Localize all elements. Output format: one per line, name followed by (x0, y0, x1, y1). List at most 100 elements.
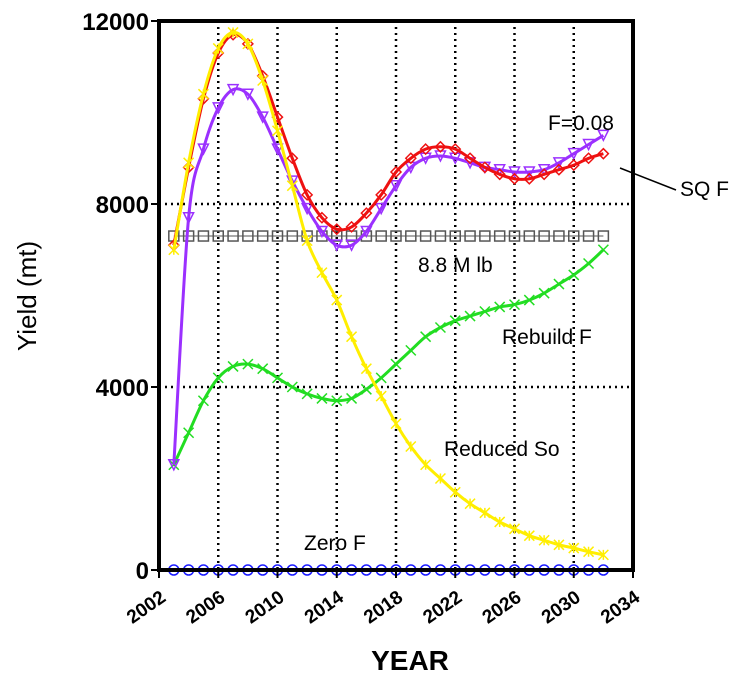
annotation-layer: F=0.08 SQ F 8.8 M lb Rebuild F Reduced So Zer… (304, 112, 729, 555)
data-point-rebuild-f (375, 372, 387, 384)
series-reduced-so (168, 26, 609, 561)
data-point-rebuild-f (212, 372, 224, 384)
data-point-rebuild-f (420, 331, 432, 343)
annotation-sqf: SQ F (680, 178, 729, 201)
data-point-8-8-m-lb (493, 230, 506, 242)
data-point-sq-f (301, 188, 314, 201)
y-tick-label: 4000 (96, 375, 149, 402)
x-tick-label: 2002 (123, 587, 170, 628)
annotation-f008: F=0.08 (548, 112, 614, 135)
series-line-f-0-08 (172, 87, 605, 465)
data-point-reduced-so (434, 472, 446, 485)
data-point-8-8-m-lb (449, 230, 461, 242)
x-tick-label: 2018 (360, 587, 407, 628)
y-axis-title: Yield (mt) (12, 241, 42, 351)
data-point-sq-f (404, 152, 417, 165)
data-point-reduced-so (375, 390, 387, 402)
data-point-sq-f (567, 159, 580, 172)
data-point-rebuild-f (271, 372, 284, 384)
data-point-reduced-so (479, 507, 491, 519)
data-point-sq-f (286, 152, 299, 165)
data-point-reduced-so (568, 542, 580, 554)
data-point-8-8-m-lb (227, 230, 239, 242)
series-sq-f (167, 28, 610, 252)
y-tick-label: 8000 (96, 192, 149, 219)
data-point-f-0-08 (226, 83, 240, 97)
data-point-rebuild-f (360, 383, 372, 395)
data-point-rebuild-f (257, 363, 269, 375)
data-point-reduced-so (508, 523, 521, 535)
y-tick-label: 12000 (82, 9, 149, 36)
data-point-reduced-so (286, 180, 298, 192)
data-point-8-8-m-lb (553, 230, 565, 242)
data-point-rebuild-f (405, 344, 417, 356)
data-point-f-0-08 (582, 138, 595, 152)
data-point-reduced-so (257, 74, 269, 87)
series-rebuild-f (168, 244, 609, 471)
data-point-8-8-m-lb (375, 230, 387, 242)
data-point-8-8-m-lb (256, 230, 269, 242)
data-point-f-0-08 (197, 143, 210, 156)
data-point-reduced-so (360, 363, 372, 375)
x-tick-label: 2010 (242, 587, 289, 628)
data-point-sq-f (389, 165, 403, 179)
data-point-rebuild-f (183, 427, 195, 439)
data-point-f-0-08 (493, 163, 506, 177)
data-point-f-0-08 (345, 239, 358, 252)
data-point-sq-f (597, 147, 610, 160)
data-point-reduced-so (197, 88, 209, 100)
data-point-reduced-so (316, 267, 328, 279)
series-line-sq-f (172, 32, 604, 246)
y-tick-label: 0 (136, 558, 149, 585)
data-point-reduced-so (183, 157, 195, 169)
data-point-rebuild-f (197, 395, 209, 407)
annotation-reduced: Reduced So (444, 438, 560, 461)
data-point-8-8-m-lb (271, 230, 284, 242)
data-point-sq-f (375, 188, 388, 201)
x-tick-label: 2014 (301, 587, 348, 629)
data-point-f-0-08 (315, 225, 329, 239)
data-point-8-8-m-lb (434, 230, 447, 242)
data-point-reduced-so (464, 498, 476, 510)
data-point-rebuild-f (553, 278, 565, 290)
data-point-f-0-08 (537, 163, 551, 177)
annotation-rebuild: Rebuild F (502, 326, 592, 349)
data-point-f-0-08 (300, 202, 314, 216)
annotation-mlb: 8.8 M lb (418, 254, 493, 277)
data-point-sq-f (330, 223, 343, 236)
data-point-reduced-so (390, 418, 402, 430)
x-axis-title: YEAR (371, 645, 449, 676)
data-point-f-0-08 (567, 147, 580, 161)
data-point-8-8-m-lb (390, 230, 402, 242)
data-point-f-0-08 (271, 143, 284, 156)
data-point-rebuild-f (301, 388, 313, 400)
data-point-sq-f (582, 152, 595, 165)
data-point-sq-f (508, 172, 521, 185)
x-tick-label: 2006 (182, 587, 229, 628)
data-point-sq-f (493, 168, 506, 181)
data-point-f-0-08 (241, 88, 255, 101)
series-line-rebuild-f (172, 248, 605, 466)
data-point-f-0-08 (182, 211, 195, 225)
data-point-8-8-m-lb (286, 230, 299, 242)
data-point-reduced-so (405, 440, 417, 453)
data-point-rebuild-f (568, 269, 580, 281)
data-point-reduced-so (449, 486, 461, 498)
data-point-8-8-m-lb (242, 230, 254, 242)
data-point-8-8-m-lb (508, 230, 521, 242)
data-point-rebuild-f (583, 257, 595, 270)
data-point-8-8-m-lb (331, 230, 343, 242)
data-point-reduced-so (420, 459, 432, 471)
data-point-f-0-08 (256, 111, 269, 124)
data-point-f-0-08 (360, 225, 373, 239)
annotation-zero: Zero F (304, 532, 366, 555)
data-point-reduced-so (346, 331, 358, 343)
data-point-reduced-so (553, 539, 565, 551)
data-point-reduced-so (494, 516, 506, 528)
data-point-f-0-08 (508, 166, 521, 179)
data-point-reduced-so (538, 534, 550, 546)
data-point-rebuild-f (390, 358, 402, 370)
data-point-8-8-m-lb (523, 230, 536, 242)
data-point-reduced-so (331, 294, 343, 306)
data-point-rebuild-f (538, 287, 550, 299)
